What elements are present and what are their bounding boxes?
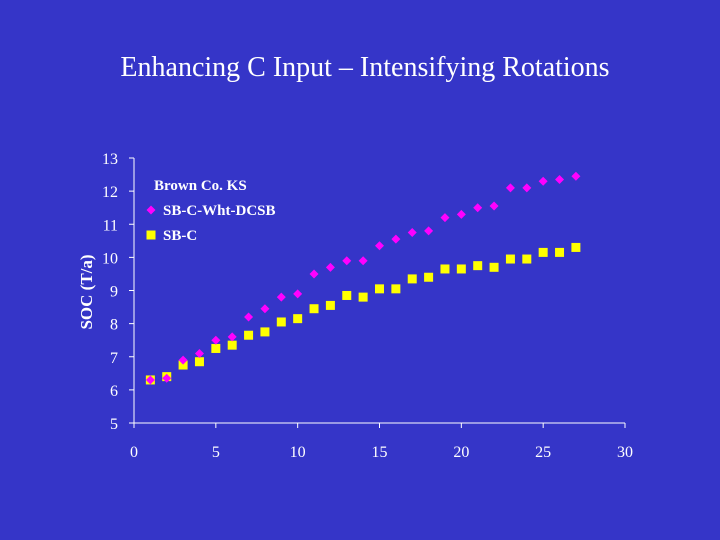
data-point-sb-c-wht-dcsb bbox=[227, 332, 237, 342]
data-points bbox=[145, 171, 581, 385]
x-tick-label: 25 bbox=[535, 444, 551, 461]
y-tick-label: 7 bbox=[110, 350, 118, 367]
data-point-sb-c bbox=[522, 254, 532, 264]
data-point-sb-c bbox=[456, 264, 466, 274]
data-point-sb-c bbox=[555, 247, 565, 257]
x-tick-label: 5 bbox=[212, 444, 220, 461]
data-point-sb-c-wht-dcsb bbox=[505, 183, 515, 193]
data-point-sb-c-wht-dcsb bbox=[293, 289, 303, 299]
data-point-sb-c bbox=[391, 284, 401, 294]
data-point-sb-c bbox=[260, 327, 270, 337]
data-point-sb-c-wht-dcsb bbox=[489, 201, 499, 211]
y-tick-label: 10 bbox=[102, 250, 118, 267]
y-tick-label: 8 bbox=[110, 317, 118, 334]
data-point-sb-c-wht-dcsb bbox=[309, 269, 319, 279]
x-tick-label: 10 bbox=[290, 444, 306, 461]
data-point-sb-c bbox=[505, 254, 515, 264]
data-point-sb-c-wht-dcsb bbox=[407, 228, 417, 238]
data-point-sb-c-wht-dcsb bbox=[456, 209, 466, 219]
legend: Brown Co. KS SB-C-Wht-DCSB SB-C bbox=[146, 178, 276, 244]
data-point-sb-c-wht-dcsb bbox=[145, 375, 155, 385]
data-point-sb-c bbox=[309, 304, 319, 314]
data-point-sb-c-wht-dcsb bbox=[211, 335, 221, 345]
data-point-sb-c-wht-dcsb bbox=[244, 312, 254, 322]
data-point-sb-c-wht-dcsb bbox=[424, 226, 434, 236]
data-point-sb-c-wht-dcsb bbox=[571, 171, 581, 181]
data-point-sb-c-wht-dcsb bbox=[276, 292, 286, 302]
data-point-sb-c-wht-dcsb bbox=[342, 256, 352, 266]
data-point-sb-c bbox=[325, 300, 335, 310]
data-point-sb-c bbox=[358, 292, 368, 302]
y-tick-label: 11 bbox=[103, 217, 118, 234]
data-point-sb-c bbox=[342, 290, 352, 300]
data-point-sb-c bbox=[489, 262, 499, 272]
data-point-sb-c-wht-dcsb bbox=[358, 256, 368, 266]
x-tick-label: 20 bbox=[453, 444, 469, 461]
data-point-sb-c-wht-dcsb bbox=[440, 213, 450, 223]
y-tick-label: 12 bbox=[102, 184, 118, 201]
data-point-sb-c-wht-dcsb bbox=[538, 176, 548, 186]
data-point-sb-c-wht-dcsb bbox=[325, 262, 335, 272]
y-tick-label: 5 bbox=[110, 416, 118, 433]
x-tick-label: 15 bbox=[372, 444, 388, 461]
data-point-sb-c-wht-dcsb bbox=[178, 355, 188, 365]
data-point-sb-c bbox=[538, 247, 548, 257]
legend-marker-1 bbox=[146, 230, 156, 240]
data-point-sb-c bbox=[244, 330, 254, 340]
y-tick-label: 9 bbox=[110, 284, 118, 301]
data-point-sb-c bbox=[440, 264, 450, 274]
data-point-sb-c-wht-dcsb bbox=[391, 234, 401, 244]
data-point-sb-c bbox=[375, 284, 384, 294]
data-point-sb-c bbox=[571, 242, 581, 252]
data-point-sb-c bbox=[473, 261, 483, 271]
data-point-sb-c-wht-dcsb bbox=[260, 304, 270, 314]
legend-title: Brown Co. KS bbox=[154, 178, 247, 194]
data-point-sb-c bbox=[407, 274, 417, 284]
data-point-sb-c bbox=[178, 360, 188, 370]
legend-label: SB-C-Wht-DCSB bbox=[163, 203, 276, 219]
legend-label: SB-C bbox=[163, 228, 197, 244]
data-point-sb-c-wht-dcsb bbox=[473, 203, 483, 213]
data-point-sb-c-wht-dcsb bbox=[522, 183, 532, 193]
data-point-sb-c-wht-dcsb bbox=[375, 241, 384, 251]
legend-marker-0 bbox=[146, 205, 156, 215]
y-axis-label: SOC (T/a) bbox=[77, 254, 96, 329]
data-point-sb-c bbox=[211, 343, 221, 353]
x-tick-label: 0 bbox=[130, 444, 138, 461]
y-tick-label: 13 bbox=[102, 151, 118, 168]
data-point-sb-c bbox=[276, 317, 286, 327]
data-point-sb-c bbox=[194, 357, 204, 367]
x-tick-label: 30 bbox=[617, 444, 633, 461]
data-point-sb-c-wht-dcsb bbox=[555, 175, 565, 185]
data-point-sb-c-wht-dcsb bbox=[162, 373, 172, 383]
data-point-sb-c-wht-dcsb bbox=[194, 348, 204, 358]
data-point-sb-c bbox=[424, 272, 434, 282]
y-tick-label: 6 bbox=[110, 383, 118, 400]
data-point-sb-c bbox=[227, 340, 237, 350]
data-point-sb-c bbox=[293, 314, 303, 324]
slide-title: Enhancing C Input – Intensifying Rotatio… bbox=[120, 52, 610, 83]
